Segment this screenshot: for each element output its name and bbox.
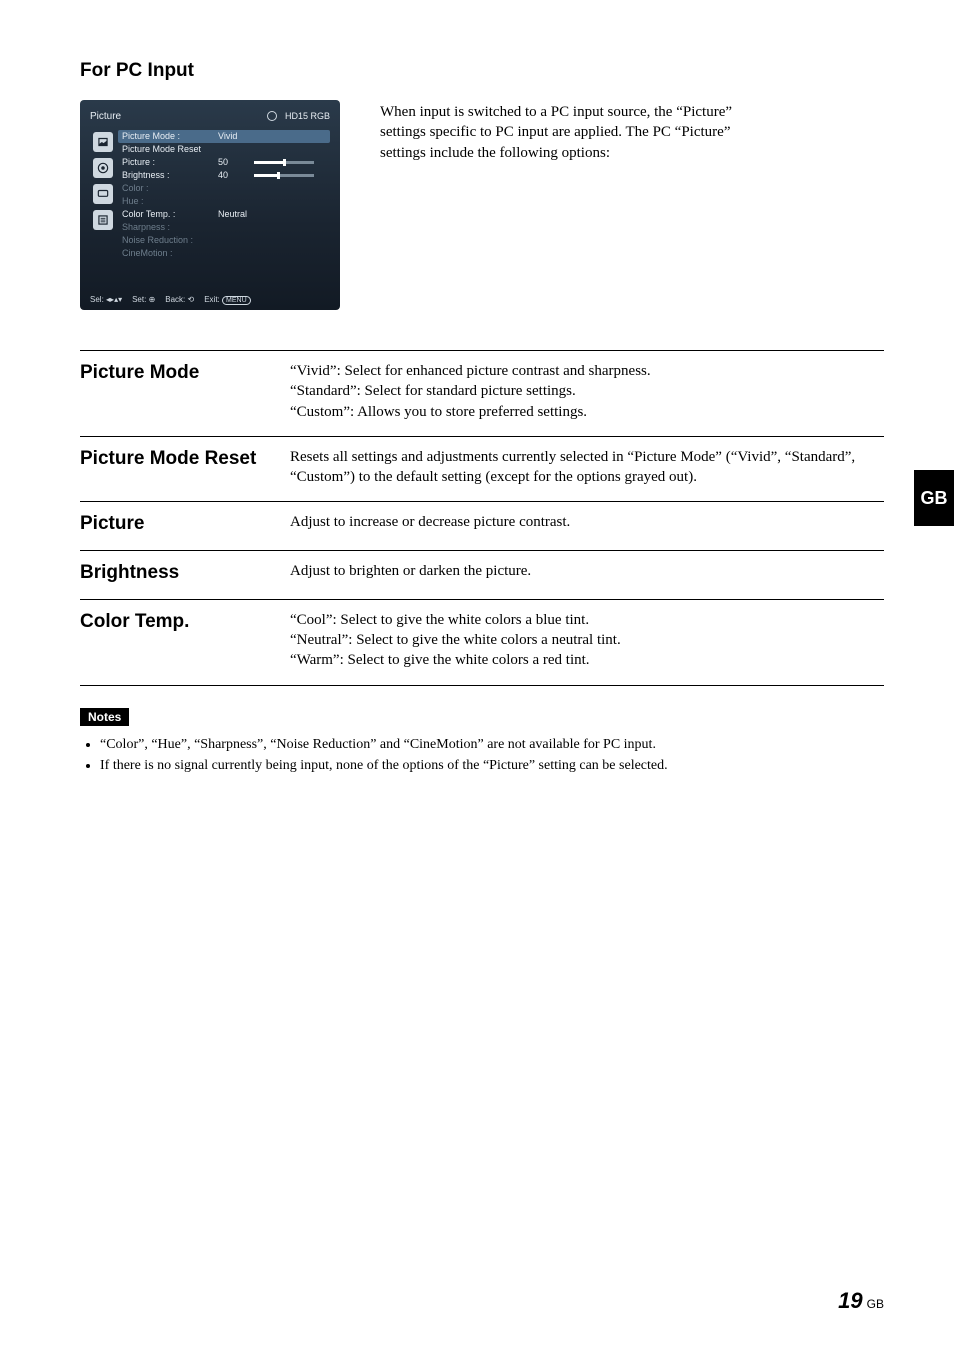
page-footer: 19 GB bbox=[838, 1288, 884, 1314]
section-title: For PC Input bbox=[80, 60, 884, 82]
osd-panel: Picture HD15 RGB Picture Mode :VividPict… bbox=[80, 100, 340, 310]
setting-row: PictureAdjust to increase or decrease pi… bbox=[80, 501, 884, 550]
osd-title: Picture bbox=[90, 111, 121, 122]
osd-row-label: Picture Mode : bbox=[122, 130, 218, 143]
language-side-tab: GB bbox=[914, 470, 954, 526]
osd-list: Picture Mode :VividPicture Mode ResetPic… bbox=[116, 130, 330, 280]
osd-row-value: Vivid bbox=[218, 130, 254, 143]
setting-name: Brightness bbox=[80, 561, 290, 585]
setting-description: Adjust to increase or decrease picture c… bbox=[290, 512, 884, 536]
screen-icon bbox=[93, 184, 113, 204]
setting-description-line: “Standard”: Select for standard picture … bbox=[290, 381, 884, 401]
page-number: 19 bbox=[838, 1288, 862, 1314]
page-lang: GB bbox=[867, 1297, 884, 1311]
osd-row: Color : bbox=[122, 182, 330, 195]
setting-description: “Vivid”: Select for enhanced picture con… bbox=[290, 361, 884, 422]
notes-item: If there is no signal currently being in… bbox=[100, 755, 884, 776]
notes-badge: Notes bbox=[80, 708, 129, 726]
setting-row: BrightnessAdjust to brighten or darken t… bbox=[80, 550, 884, 599]
osd-row: Brightness :40 bbox=[122, 169, 330, 182]
osd-row-label: Color : bbox=[122, 182, 218, 195]
osd-side-icons bbox=[90, 130, 116, 280]
settings-table: Picture Mode“Vivid”: Select for enhanced… bbox=[80, 350, 884, 685]
osd-row-label: Sharpness : bbox=[122, 221, 218, 234]
setting-description-line: Adjust to brighten or darken the picture… bbox=[290, 561, 884, 581]
setting-name: Color Temp. bbox=[80, 610, 290, 671]
osd-row-value: 50 bbox=[218, 156, 254, 169]
osd-body: Picture Mode :VividPicture Mode ResetPic… bbox=[90, 130, 330, 280]
setting-description: “Cool”: Select to give the white colors … bbox=[290, 610, 884, 671]
osd-bar bbox=[254, 161, 330, 164]
osd-row: Sharpness : bbox=[122, 221, 330, 234]
osd-row-label: CineMotion : bbox=[122, 247, 218, 260]
setting-description-line: “Vivid”: Select for enhanced picture con… bbox=[290, 361, 884, 381]
osd-footer-back: Back: ⟲ bbox=[165, 295, 194, 304]
settings-end-rule bbox=[80, 685, 884, 686]
setting-row: Color Temp.“Cool”: Select to give the wh… bbox=[80, 599, 884, 685]
osd-row: Noise Reduction : bbox=[122, 234, 330, 247]
osd-footer-exit: Exit: MENU bbox=[204, 295, 250, 304]
osd-row-label: Picture : bbox=[122, 156, 218, 169]
osd-row-label: Color Temp. : bbox=[122, 208, 218, 221]
osd-header: Picture HD15 RGB bbox=[90, 108, 330, 124]
osd-row: Picture Mode Reset bbox=[122, 143, 330, 156]
osd-row-label: Picture Mode Reset bbox=[122, 143, 218, 156]
osd-row: Color Temp. :Neutral bbox=[122, 208, 330, 221]
picture-icon bbox=[93, 132, 113, 152]
setting-description-line: “Neutral”: Select to give the white colo… bbox=[290, 630, 884, 650]
notes-list: “Color”, “Hue”, “Sharpness”, “Noise Redu… bbox=[80, 734, 884, 776]
setting-description: Resets all settings and adjustments curr… bbox=[290, 447, 884, 488]
setting-description-line: “Custom”: Allows you to store preferred … bbox=[290, 402, 884, 422]
setting-description: Adjust to brighten or darken the picture… bbox=[290, 561, 884, 585]
setting-row: Picture Mode ResetResets all settings an… bbox=[80, 436, 884, 502]
osd-footer-set: Set: ⊕ bbox=[132, 295, 155, 304]
setting-description-line: Adjust to increase or decrease picture c… bbox=[290, 512, 884, 532]
setting-description-line: “Cool”: Select to give the white colors … bbox=[290, 610, 884, 630]
osd-row: Hue : bbox=[122, 195, 330, 208]
setting-description-line: “Warm”: Select to give the white colors … bbox=[290, 650, 884, 670]
osd-row-label: Brightness : bbox=[122, 169, 218, 182]
osd-row-value: 40 bbox=[218, 169, 254, 182]
osd-row: Picture Mode :Vivid bbox=[118, 130, 330, 143]
osd-source: HD15 RGB bbox=[285, 111, 330, 121]
hero-row: Picture HD15 RGB Picture Mode :VividPict… bbox=[80, 100, 884, 310]
osd-row: Picture :50 bbox=[122, 156, 330, 169]
loop-icon bbox=[267, 111, 277, 121]
osd-header-right: HD15 RGB bbox=[267, 111, 330, 121]
setting-name: Picture Mode Reset bbox=[80, 447, 290, 488]
osd-row-label: Noise Reduction : bbox=[122, 234, 218, 247]
osd-footer-sel: Sel: ◂▸▴▾ bbox=[90, 295, 122, 304]
setting-name: Picture Mode bbox=[80, 361, 290, 422]
setting-description-line: Resets all settings and adjustments curr… bbox=[290, 447, 884, 488]
osd-footer: Sel: ◂▸▴▾ Set: ⊕ Back: ⟲ Exit: MENU bbox=[90, 295, 330, 304]
sound-icon bbox=[93, 158, 113, 178]
notes-item: “Color”, “Hue”, “Sharpness”, “Noise Redu… bbox=[100, 734, 884, 755]
notes-block: Notes “Color”, “Hue”, “Sharpness”, “Nois… bbox=[80, 708, 884, 776]
setup-icon bbox=[93, 210, 113, 230]
osd-bar bbox=[254, 174, 330, 177]
intro-text: When input is switched to a PC input sou… bbox=[380, 100, 750, 163]
osd-row-label: Hue : bbox=[122, 195, 218, 208]
setting-row: Picture Mode“Vivid”: Select for enhanced… bbox=[80, 350, 884, 436]
setting-name: Picture bbox=[80, 512, 290, 536]
osd-row-value: Neutral bbox=[218, 208, 254, 221]
osd-row: CineMotion : bbox=[122, 247, 330, 260]
